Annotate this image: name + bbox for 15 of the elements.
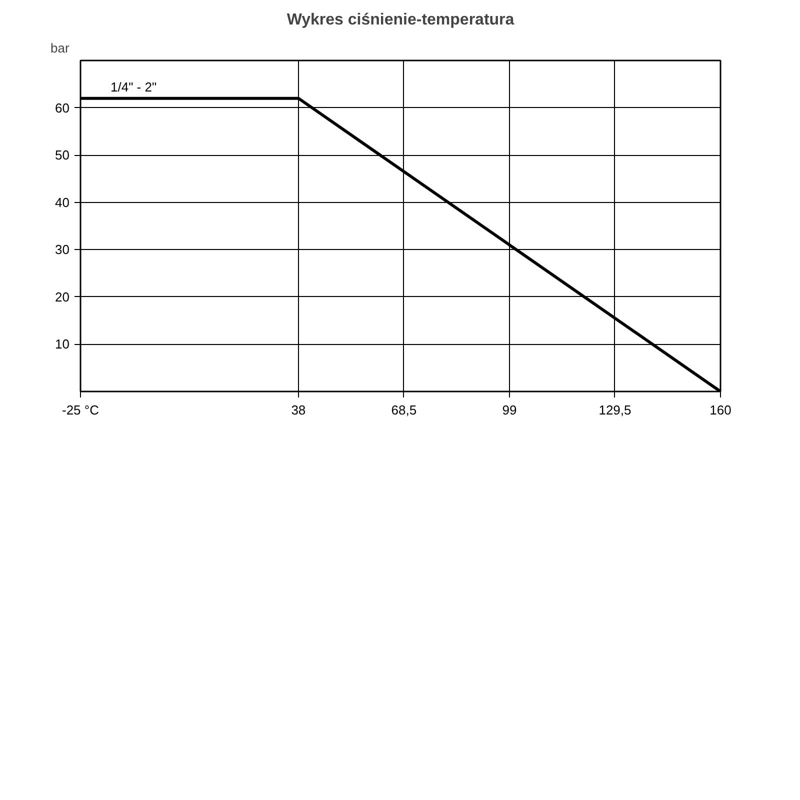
y-tick-label: 60 (55, 100, 70, 116)
x-tick-label: 129,5 (598, 402, 632, 418)
y-tick-label: 50 (55, 148, 70, 163)
chart-title: Wykres ciśnienie-temperatura (286, 12, 514, 28)
x-tick-label: 38 (291, 402, 306, 418)
x-tick-label: 160 (710, 402, 732, 418)
series-label: 1/4" - 2" (110, 79, 157, 94)
y-tick-label: 10 (55, 336, 70, 352)
y-tick-label: 30 (55, 242, 70, 258)
y-tick-label: 40 (55, 194, 70, 210)
x-tick-label: 99 (502, 402, 517, 418)
x-tick-label: -25 °C (62, 402, 100, 418)
x-tick-label: 68,5 (391, 402, 417, 418)
y-tick-label: 20 (55, 289, 70, 304)
y-axis-title: bar (50, 40, 70, 56)
